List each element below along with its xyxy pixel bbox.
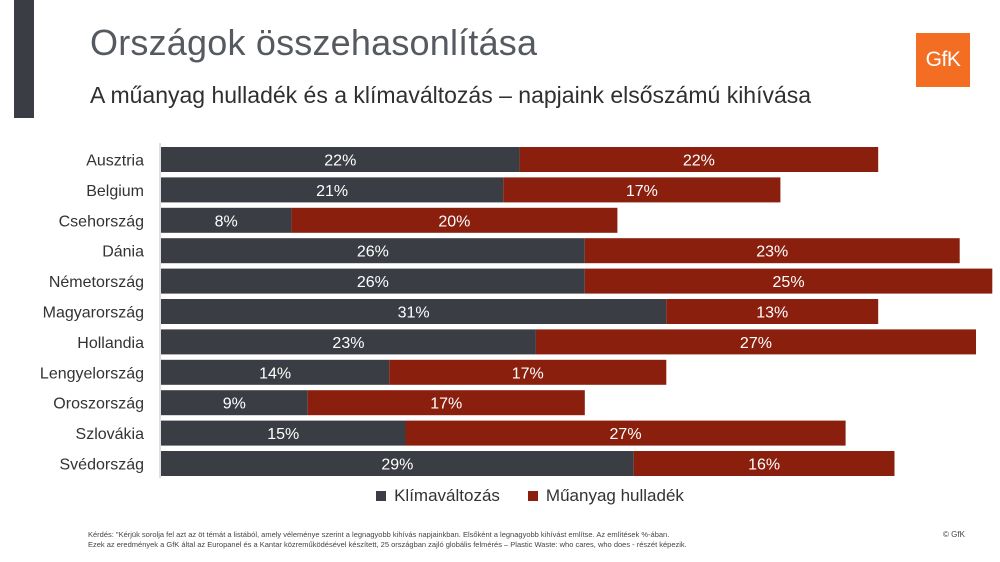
bar-segment xyxy=(161,420,406,446)
bar-segment xyxy=(161,329,536,355)
bar-value-label: 31% xyxy=(398,305,430,322)
bar-segment xyxy=(161,451,634,476)
legend-swatch-plastic xyxy=(527,491,538,501)
bar-segment xyxy=(584,238,960,264)
bar-segment xyxy=(161,359,390,385)
category-label: Ausztria xyxy=(86,153,144,170)
footnote-line-1: Kérdés: "Kérjük sorolja fel azt az öt té… xyxy=(88,530,670,539)
legend-swatch-climate xyxy=(376,491,387,501)
bar-value-label: 16% xyxy=(748,457,780,474)
bar-value-label: 9% xyxy=(223,396,246,413)
footnote-line-2: Ezek az eredmények a GfK által az Europa… xyxy=(88,540,687,549)
bar-value-label: 17% xyxy=(626,183,658,200)
bar-value-label: 26% xyxy=(357,244,389,261)
bar-value-label: 17% xyxy=(512,365,544,382)
bar-segment xyxy=(633,451,895,476)
bar-segment xyxy=(503,177,781,203)
page-title: Országok összehasonlítása xyxy=(90,22,538,63)
bar-segment xyxy=(161,207,292,233)
category-label: Magyarország xyxy=(43,305,144,322)
bar-value-label: 26% xyxy=(357,274,389,291)
legend-label-plastic: Műanyag hulladék xyxy=(545,486,684,505)
bar-segment xyxy=(161,238,585,264)
bar-value-label: 22% xyxy=(324,153,356,170)
bar-value-label: 29% xyxy=(381,457,413,474)
bar-value-label: 25% xyxy=(773,274,805,291)
copyright: © GfK xyxy=(943,530,965,539)
bar-value-label: 27% xyxy=(610,426,642,443)
bar-value-label: 23% xyxy=(332,335,364,352)
legend-item-climate: Klímaváltozás xyxy=(376,486,500,506)
bar-segment xyxy=(161,268,585,294)
category-label: Svédország xyxy=(60,457,145,474)
category-label: Dánia xyxy=(102,244,144,261)
bar-segment xyxy=(291,207,618,233)
bar-value-label: 8% xyxy=(215,213,238,230)
category-label: Csehország xyxy=(59,213,144,230)
legend-label-climate: Klímaváltozás xyxy=(394,486,500,505)
bar-segment xyxy=(535,329,976,355)
bar-segment xyxy=(161,147,520,172)
category-label: Hollandia xyxy=(77,335,144,352)
bar-value-label: 20% xyxy=(438,213,470,230)
chart-legend: Klímaváltozás Műanyag hulladék xyxy=(0,486,1000,506)
accent-bar xyxy=(14,0,34,118)
bar-segment xyxy=(584,268,993,294)
bar-segment xyxy=(405,420,846,446)
bar-segment xyxy=(307,390,585,416)
bar-segment xyxy=(161,177,504,203)
category-label: Németország xyxy=(49,274,144,291)
bar-segment xyxy=(161,390,308,416)
bar-segment xyxy=(389,359,667,385)
bar-value-label: 15% xyxy=(267,426,299,443)
legend-item-plastic: Műanyag hulladék xyxy=(527,486,684,506)
category-label: Szlovákia xyxy=(76,426,145,443)
bar-value-label: 13% xyxy=(756,305,788,322)
bar-value-label: 23% xyxy=(756,244,788,261)
bar-value-label: 14% xyxy=(259,365,291,382)
bar-segment xyxy=(161,299,667,324)
category-label: Oroszország xyxy=(53,396,144,413)
category-label: Belgium xyxy=(86,183,144,200)
bar-value-label: 21% xyxy=(316,183,348,200)
footnote: Kérdés: "Kérjük sorolja fel azt az öt té… xyxy=(88,530,687,550)
category-label: Lengyelország xyxy=(40,365,144,382)
gfk-logo: GfK xyxy=(916,33,970,87)
bar-value-label: 27% xyxy=(740,335,772,352)
bar-segment xyxy=(519,147,879,172)
page-subtitle: A műanyag hulladék és a klímaváltozás – … xyxy=(90,82,812,108)
bar-value-label: 17% xyxy=(430,396,462,413)
bar-value-label: 22% xyxy=(683,153,715,170)
bar-segment xyxy=(666,299,879,324)
